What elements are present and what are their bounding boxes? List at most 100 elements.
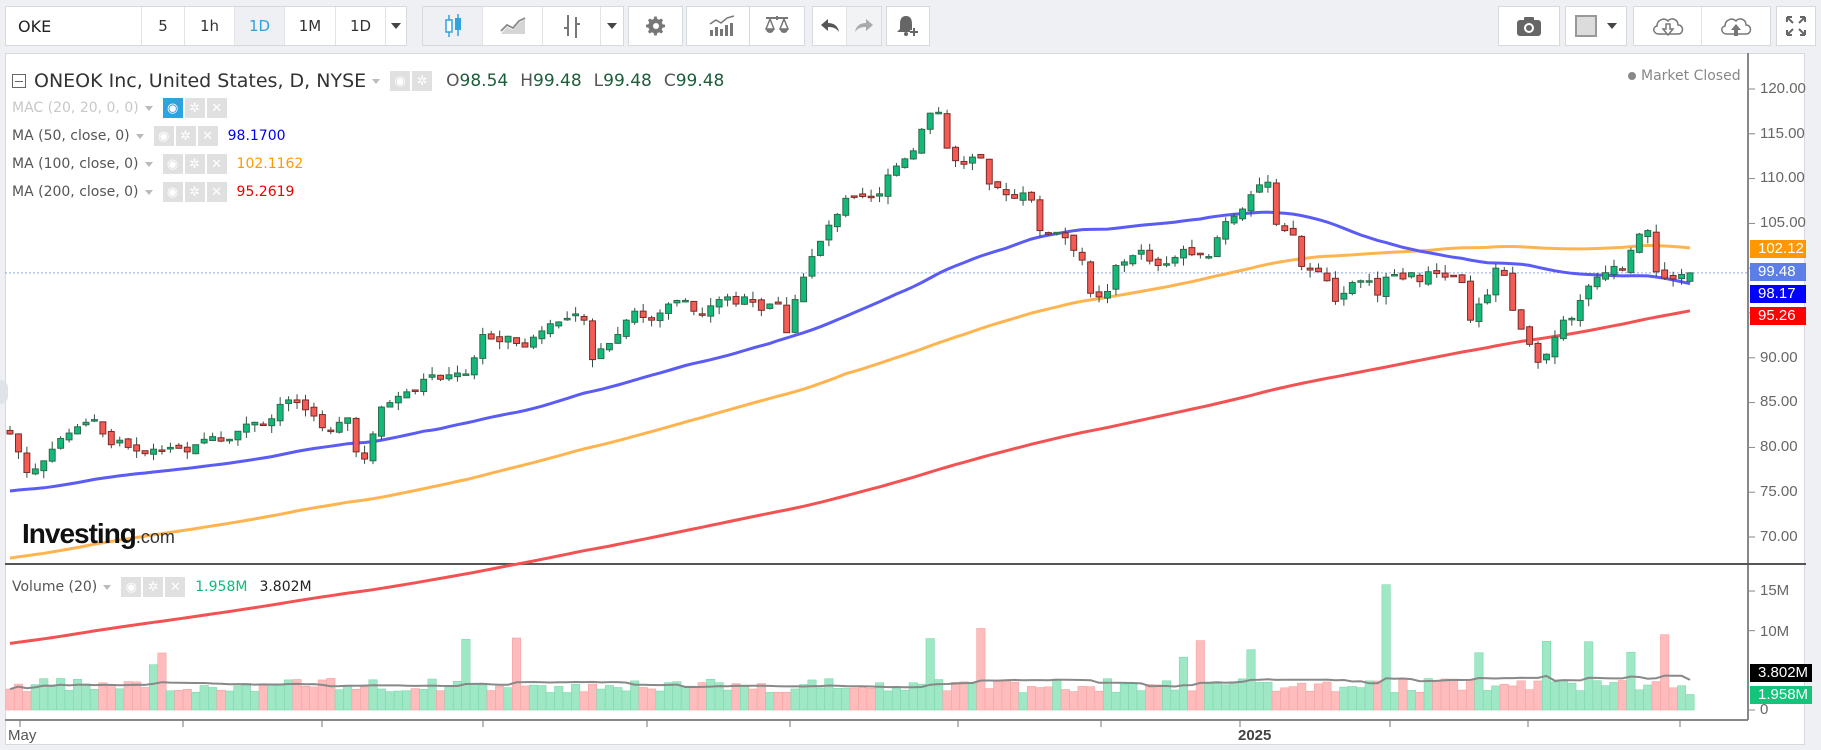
candlestick-icon	[444, 14, 461, 37]
high-value: 99.48	[533, 71, 582, 91]
price-tick: 70.00	[1760, 528, 1798, 545]
fullscreen-icon	[1786, 16, 1806, 36]
chevron-down-icon[interactable]	[144, 189, 153, 195]
volume-value: 1.958M	[195, 579, 248, 595]
chevron-down-icon[interactable]	[144, 161, 153, 167]
eye-icon[interactable]: ◉	[153, 126, 174, 146]
snapshot-group	[1498, 6, 1560, 46]
chart-type-group	[422, 6, 624, 46]
gear-icon	[645, 16, 665, 36]
ma200-line	[9, 309, 1691, 645]
close-icon[interactable]: ✕	[206, 154, 227, 174]
chevron-down-icon	[607, 23, 617, 29]
close-icon[interactable]: ✕	[197, 126, 218, 146]
gear-icon[interactable]: ✲	[184, 182, 205, 202]
alert-icon	[897, 16, 918, 36]
redo-button[interactable]	[847, 7, 881, 45]
indicator-label[interactable]: MA (200, close, 0)	[12, 184, 139, 200]
chevron-down-icon[interactable]	[372, 78, 381, 84]
interval-1d[interactable]: 1D	[235, 7, 285, 45]
time-label: May	[8, 727, 37, 744]
symbol-input[interactable]	[6, 7, 142, 45]
gear-icon[interactable]: ✲	[184, 154, 205, 174]
cloud-upload-icon	[1721, 18, 1752, 36]
gear-icon[interactable]: ✲	[175, 126, 196, 146]
close-icon[interactable]: ✕	[206, 182, 227, 202]
fullscreen-group	[1776, 6, 1816, 46]
left-scroll-handle[interactable]	[0, 380, 8, 404]
chevron-down-icon[interactable]	[103, 584, 112, 590]
close-icon[interactable]: ✕	[165, 577, 186, 597]
interval-1h[interactable]: 1h	[185, 7, 235, 45]
high-label: H	[520, 71, 533, 91]
ohlc-values: O98.54 H99.48 L99.48 C99.48	[446, 71, 724, 91]
collapse-legend-icon[interactable]	[12, 74, 26, 88]
compare-button[interactable]	[750, 7, 804, 45]
investing-logo: Investing.com	[22, 518, 175, 550]
ma100-price-tag: 102.12	[1750, 240, 1806, 258]
market-status-text: Market Closed	[1641, 68, 1741, 84]
indicator-label[interactable]: MA (50, close, 0)	[12, 128, 130, 144]
eye-icon[interactable]: ◉	[162, 98, 183, 118]
fullscreen-button[interactable]	[1777, 7, 1815, 45]
indicator-label[interactable]: MA (100, close, 0)	[12, 156, 139, 172]
low-label: L	[593, 71, 604, 91]
interval-custom[interactable]: 1D	[336, 7, 386, 45]
color-box-icon	[1575, 15, 1597, 37]
price-tick: 115.00	[1760, 125, 1805, 142]
indicator-ma200: MA (200, close, 0) ◉ ✲ ✕ 95.2619	[12, 178, 724, 206]
symbol-interval-group: 5 1h 1D 1M 1D	[5, 6, 407, 46]
chevron-down-icon	[391, 23, 401, 29]
candlestick-button[interactable]	[423, 7, 483, 45]
indicator-value: 95.2619	[236, 184, 295, 200]
cloud-download-button[interactable]	[1634, 7, 1702, 45]
gear-icon[interactable]: ✲	[184, 98, 205, 118]
add-alert-button[interactable]	[887, 7, 929, 45]
close-value: 99.48	[675, 71, 725, 91]
volume-tick: 10M	[1760, 623, 1790, 640]
price-tick: 80.00	[1760, 438, 1798, 455]
ma50-price-tag: 98.17	[1750, 285, 1806, 303]
indicator-icons: ◉ ✲ ✕	[153, 126, 218, 146]
indicator-label[interactable]: MAC (20, 20, 0, 0)	[12, 100, 139, 116]
chart-legend: ONEOK Inc, United States, D, NYSE ◉ ✲ O9…	[12, 68, 724, 206]
cloud-group	[1633, 6, 1771, 46]
instrument-title: ONEOK Inc, United States, D, NYSE	[34, 70, 367, 92]
color-picker-button[interactable]	[1566, 7, 1626, 45]
price-tick: 85.00	[1760, 393, 1798, 410]
cloud-download-icon	[1652, 18, 1683, 37]
chevron-down-icon[interactable]	[144, 105, 153, 111]
indicator-ma100: MA (100, close, 0) ◉ ✲ ✕ 102.1162	[12, 150, 724, 178]
close-icon[interactable]: ✕	[206, 98, 227, 118]
snapshot-button[interactable]	[1499, 7, 1559, 45]
undo-button[interactable]	[813, 7, 847, 45]
history-group	[812, 6, 882, 46]
volume-label[interactable]: Volume (20)	[12, 579, 98, 595]
chart-type-dropdown[interactable]	[601, 7, 623, 45]
cloud-upload-button[interactable]	[1702, 7, 1770, 45]
indicators-button[interactable]	[687, 7, 757, 45]
interval-1m[interactable]: 1M	[285, 7, 336, 45]
bar-chart-button[interactable]	[543, 7, 601, 45]
ma100-line	[9, 243, 1691, 560]
gear-icon[interactable]: ✲	[412, 71, 433, 91]
gear-icon[interactable]: ✲	[143, 577, 164, 597]
area-chart-button[interactable]	[483, 7, 543, 45]
eye-icon[interactable]: ◉	[162, 182, 183, 202]
eye-icon[interactable]: ◉	[162, 154, 183, 174]
last-price-tag: 99.48	[1750, 263, 1806, 281]
ma50-line	[9, 210, 1691, 493]
low-value: 99.48	[603, 71, 652, 91]
eye-icon[interactable]: ◉	[390, 71, 411, 91]
indicators-icon	[709, 15, 735, 36]
compare-icon	[764, 16, 790, 33]
interval-5[interactable]: 5	[142, 7, 185, 45]
interval-dropdown[interactable]	[386, 7, 406, 45]
settings-button[interactable]	[629, 7, 682, 45]
color-group	[1565, 6, 1627, 46]
eye-icon[interactable]: ◉	[121, 577, 142, 597]
indicator-ma50: MA (50, close, 0) ◉ ✲ ✕ 98.1700	[12, 122, 724, 150]
chevron-down-icon[interactable]	[135, 133, 144, 139]
